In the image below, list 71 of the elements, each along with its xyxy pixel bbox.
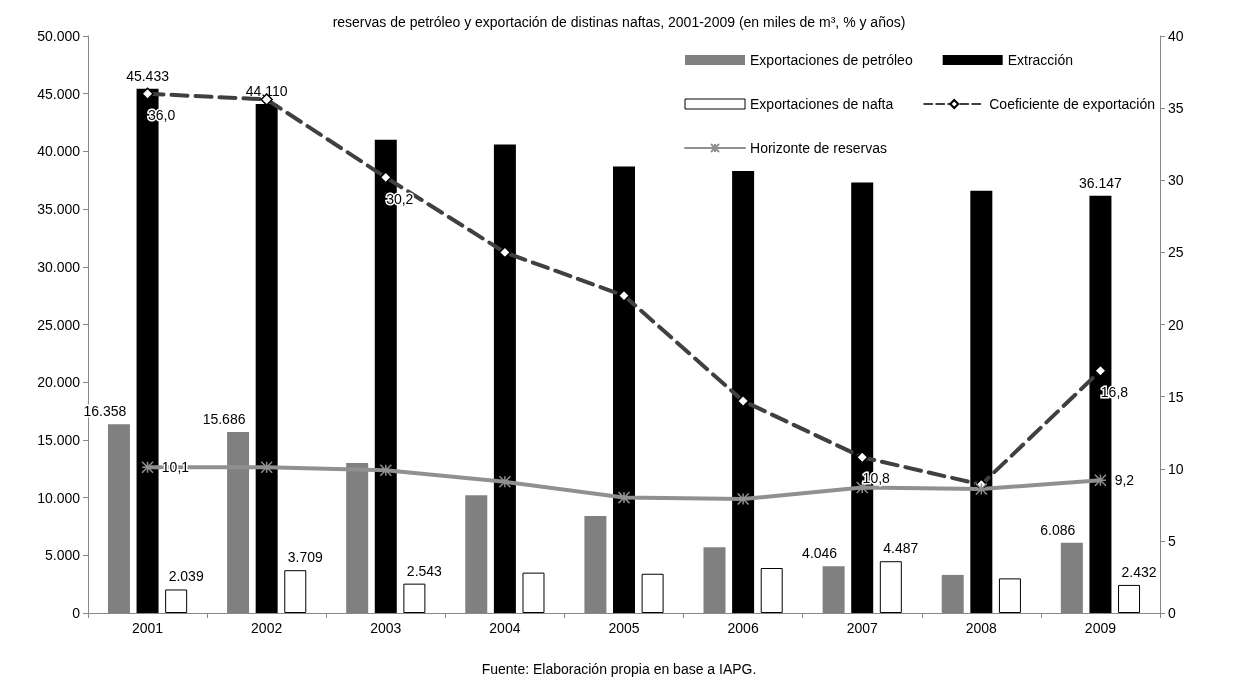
bar	[403, 583, 426, 613]
legend-label: Horizonte de reservas	[750, 140, 887, 156]
legend-label: Coeficiente de exportación	[989, 96, 1156, 112]
y2-tick-label: 20	[1168, 316, 1184, 333]
data-label: 2.543	[406, 562, 443, 579]
x-tick-label: 2009	[1084, 620, 1117, 636]
y2-tick-label: 35	[1168, 100, 1184, 117]
bar	[613, 166, 635, 613]
x-tick-label: 2007	[846, 620, 878, 636]
bar	[970, 190, 993, 613]
x-tick-label: 2003	[370, 620, 402, 636]
bar	[732, 171, 755, 613]
data-label: 3.709	[287, 549, 323, 566]
point	[498, 475, 512, 488]
y-tick-label: 45.000	[37, 85, 81, 102]
bar	[760, 567, 783, 613]
legend-label: Exportaciones de petróleo	[750, 52, 913, 68]
point	[975, 482, 988, 496]
y-tick-label: 0	[72, 605, 81, 621]
y-tick-label: 25.000	[37, 316, 81, 333]
y2-tick-label: 0	[1168, 605, 1176, 621]
point	[617, 491, 631, 504]
bar	[522, 572, 545, 613]
bar	[998, 578, 1021, 613]
point	[379, 463, 393, 477]
x-tick-label: 2004	[489, 620, 521, 636]
data-label: 45.433	[126, 67, 170, 84]
y-tick-label: 15.000	[37, 431, 81, 448]
point	[141, 461, 154, 474]
bar	[1118, 584, 1141, 613]
data-label: 16.358	[83, 403, 127, 420]
y-tick-label: 5.000	[44, 547, 81, 564]
point	[736, 492, 750, 506]
chart-title: reservas de petróleo y exportación de distinas naftas, 2001-2009 (en miles de m³, % y años)	[332, 14, 906, 30]
data-label: 6.086	[1040, 521, 1076, 538]
bar	[284, 570, 307, 613]
data-label: 2.039	[168, 568, 204, 585]
y2-tick-label: 10	[1168, 460, 1184, 477]
x-tick-label: 2002	[251, 620, 283, 636]
data-label: 2.432	[1121, 563, 1157, 580]
point	[1094, 474, 1107, 487]
data-label: 15.686	[202, 410, 246, 427]
y-tick-label: 50.000	[37, 28, 81, 44]
y2-tick-label: 5	[1168, 532, 1176, 549]
y-tick-label: 20.000	[37, 374, 81, 391]
y2-tick-label: 30	[1168, 172, 1184, 189]
y2-tick-label: 15	[1168, 388, 1184, 405]
point	[260, 461, 273, 474]
data-label: 4.046	[802, 545, 838, 562]
data-label: 10,1	[161, 459, 190, 476]
data-label: 44.110	[245, 82, 288, 99]
source-note: Fuente: Elaboración propia en base a IAPG.	[481, 661, 757, 677]
legend-label: Exportaciones de nafta	[750, 96, 894, 112]
data-label: 4.487	[883, 540, 919, 557]
bar	[879, 561, 902, 613]
x-tick-label: 2005	[608, 620, 640, 636]
y2-tick-label: 25	[1168, 244, 1184, 261]
y-tick-label: 35.000	[37, 201, 81, 218]
bar	[493, 144, 516, 613]
y-tick-label: 40.000	[37, 143, 81, 160]
y2-tick-label: 40	[1168, 28, 1184, 44]
legend-label: Extracción	[1007, 52, 1074, 68]
y-tick-label: 10.000	[37, 489, 81, 506]
x-tick-label: 2008	[965, 620, 998, 636]
bar	[165, 589, 188, 613]
data-label: 36.147	[1079, 174, 1123, 191]
x-tick-label: 2001	[131, 620, 164, 636]
data-label: 9,2	[1114, 472, 1135, 489]
y-tick-label: 30.000	[37, 258, 81, 275]
x-tick-label: 2006	[727, 620, 759, 636]
bar	[641, 573, 664, 613]
